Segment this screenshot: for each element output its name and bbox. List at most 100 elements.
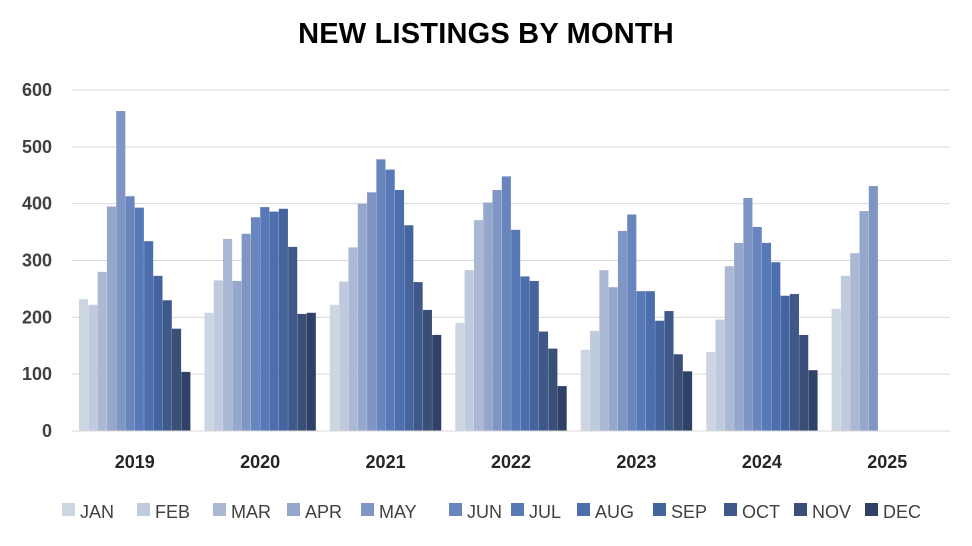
bar-apr-2020: [232, 280, 242, 431]
bar-aug-2021: [394, 190, 405, 431]
bar-may-2025: [868, 186, 878, 431]
bar-dec-2019: [181, 371, 191, 431]
legend-label: APR: [305, 502, 342, 522]
bar-sep-2021: [404, 225, 414, 431]
bar-aug-2023: [645, 291, 655, 431]
bar-feb-2022: [464, 270, 474, 431]
bar-jun-2023: [627, 214, 637, 431]
y-axis-ticks: 0 100 200 300 400 500 600: [22, 80, 52, 441]
bar-feb-2019: [88, 304, 98, 431]
bar-jun-2019: [125, 196, 135, 431]
legend-swatch: [865, 503, 878, 516]
bar-nov-2019: [172, 328, 182, 431]
bar-apr-2025: [859, 211, 869, 431]
bar-apr-2019: [106, 206, 117, 431]
bar-jul-2023: [636, 291, 646, 431]
legend: JAN FEB MAR APR MAY JUN JUL AUG SEP OCT NOV DEC: [62, 502, 921, 522]
bar-mar-2020: [223, 238, 233, 431]
bar-apr-2022: [483, 202, 493, 431]
y-tick-label: 600: [22, 80, 52, 100]
legend-swatch: [577, 503, 590, 516]
bar-jun-2020: [250, 217, 261, 431]
legend-item-jun: JUN: [449, 502, 502, 522]
bar-jan-2022: [455, 323, 465, 431]
bar-mar-2023: [599, 270, 609, 431]
bar-jul-2024: [761, 242, 772, 431]
legend-swatch: [213, 503, 226, 516]
bar-jul-2021: [385, 169, 395, 431]
legend-label: JUL: [529, 502, 561, 522]
bar-nov-2022: [548, 348, 558, 431]
legend-item-jan: JAN: [62, 502, 114, 522]
bar-mar-2019: [97, 271, 107, 431]
x-category-label: 2023: [616, 452, 656, 472]
bar-nov-2020: [297, 313, 307, 431]
bar-dec-2021: [432, 334, 442, 431]
bar-dec-2024: [808, 370, 818, 431]
bar-aug-2022: [520, 276, 530, 431]
legend-label: FEB: [155, 502, 190, 522]
bar-nov-2024: [799, 334, 809, 431]
bar-sep-2019: [153, 275, 163, 431]
legend-label: OCT: [742, 502, 780, 522]
gridlines: [72, 89, 950, 375]
bar-jul-2020: [260, 207, 270, 431]
x-category-label: 2021: [366, 452, 406, 472]
bar-nov-2023: [673, 354, 683, 431]
bar-mar-2025: [850, 253, 860, 431]
legend-label: DEC: [883, 502, 921, 522]
bar-mar-2024: [724, 266, 734, 431]
bar-apr-2024: [734, 242, 744, 431]
bar-sep-2022: [529, 280, 539, 431]
bar-oct-2023: [664, 311, 674, 431]
y-tick-label: 300: [22, 251, 52, 271]
bar-jan-2024: [706, 352, 716, 431]
x-category-label: 2020: [240, 452, 280, 472]
legend-label: NOV: [812, 502, 851, 522]
bar-oct-2021: [413, 282, 423, 431]
bar-jun-2024: [752, 226, 762, 431]
chart-title: NEW LISTINGS BY MONTH: [298, 18, 674, 50]
y-tick-label: 100: [22, 364, 52, 384]
legend-item-jul: JUL: [511, 502, 561, 522]
bar-sep-2020: [278, 208, 288, 431]
bar-may-2019: [116, 111, 126, 431]
x-category-label: 2025: [867, 452, 907, 472]
bar-jan-2019: [79, 299, 89, 431]
legend-swatch: [511, 503, 524, 516]
legend-label: JAN: [80, 502, 114, 522]
bar-jul-2019: [134, 207, 144, 431]
legend-item-feb: FEB: [137, 502, 190, 522]
x-category-label: 2019: [115, 452, 155, 472]
bar-apr-2023: [608, 287, 618, 431]
bar-jan-2023: [580, 349, 590, 431]
legend-swatch: [724, 503, 737, 516]
legend-item-may: MAY: [361, 502, 417, 522]
bar-apr-2021: [357, 203, 367, 431]
legend-item-aug: AUG: [577, 502, 634, 522]
x-axis: 2019 2020 2021 2022 2023 2024 2025: [72, 430, 950, 472]
bar-nov-2021: [422, 309, 432, 431]
bar-sep-2023: [655, 320, 665, 431]
legend-label: JUN: [467, 502, 502, 522]
bar-aug-2020: [269, 211, 279, 431]
legend-label: AUG: [595, 502, 634, 522]
legend-label: MAR: [231, 502, 271, 522]
y-tick-label: 0: [42, 421, 52, 441]
bar-aug-2024: [771, 262, 781, 431]
bar-jan-2025: [831, 308, 841, 431]
x-category-label: 2022: [491, 452, 531, 472]
y-tick-label: 400: [22, 194, 52, 214]
bar-feb-2023: [590, 330, 600, 431]
legend-label: SEP: [671, 502, 707, 522]
bar-oct-2022: [539, 331, 549, 431]
bar-feb-2020: [213, 280, 223, 431]
legend-swatch: [287, 503, 300, 516]
bar-jul-2022: [511, 229, 521, 431]
bars: [79, 111, 878, 431]
bar-jun-2021: [376, 159, 386, 431]
bar-jan-2020: [204, 312, 214, 431]
legend-swatch: [449, 503, 462, 516]
